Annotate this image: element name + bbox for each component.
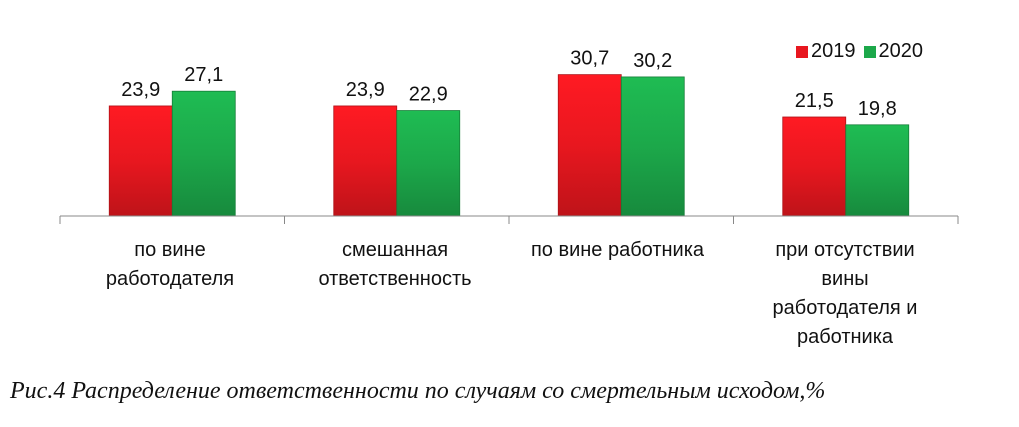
category-label-none: при отсутствии вины работодателя и работ… (772, 239, 918, 348)
x-axis (59, 215, 959, 224)
bar-2019-cat3 (782, 116, 847, 217)
figure-caption: Рис.4 Распределение ответственности по с… (10, 378, 826, 404)
value-label-2020-cat0: 27,1 (184, 64, 223, 86)
value-label-2020-cat1: 22,9 (409, 84, 448, 106)
value-label-2020-cat2: 30,2 (633, 50, 672, 72)
value-label-2020-cat3: 19,8 (858, 98, 897, 120)
legend-label-2020: 2020 (878, 40, 924, 62)
category-label-worker: по вине работника (530, 239, 705, 261)
value-label-2019-cat0: 23,9 (121, 79, 160, 101)
bar-2019-cat1 (333, 105, 398, 217)
bar-chart: 23,9 27,1 23,9 22,9 30,7 30,2 21,5 19,8 (59, 48, 959, 224)
category-label-employer: по вине работодателя (105, 239, 235, 290)
legend-label-2019: 2019 (811, 40, 856, 62)
legend-swatch-2020 (863, 45, 876, 58)
bar-2020-cat2 (620, 76, 685, 217)
bar-2019-cat0 (108, 105, 173, 217)
value-label-2019-cat3: 21,5 (795, 90, 834, 112)
value-labels-group: 23,9 27,1 23,9 22,9 30,7 30,2 21,5 19,8 (121, 48, 896, 120)
bar-2020-cat3 (845, 124, 910, 217)
bar-2019-cat2 (557, 74, 622, 217)
bar-2020-cat0 (171, 90, 236, 217)
legend: 2019 2020 (796, 40, 931, 63)
legend-swatch-2019 (796, 45, 808, 58)
value-label-2019-cat2: 30,7 (570, 48, 609, 70)
value-label-2019-cat1: 23,9 (346, 79, 385, 101)
legend-item-2020: 2020 (863, 40, 924, 63)
category-label-mixed: смешанная ответственность (318, 239, 472, 290)
legend-item-2019: 2019 (796, 40, 856, 63)
bars-group (108, 74, 910, 217)
bar-2020-cat1 (396, 110, 461, 217)
